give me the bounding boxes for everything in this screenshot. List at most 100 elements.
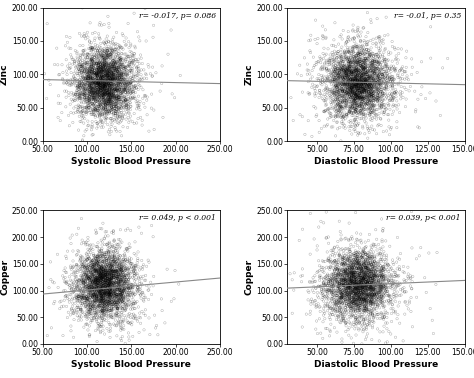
Point	[379, 71, 387, 77]
Point	[388, 265, 395, 271]
Point	[353, 276, 360, 282]
Point	[101, 291, 109, 297]
Point	[332, 307, 339, 313]
Point	[367, 93, 375, 99]
Point	[357, 296, 365, 302]
Point	[88, 45, 95, 51]
Point	[330, 302, 338, 308]
Point	[374, 87, 382, 93]
Point	[336, 84, 343, 90]
Point	[100, 99, 107, 105]
Point	[399, 94, 407, 101]
Point	[380, 80, 388, 86]
Point	[358, 96, 366, 102]
Point	[351, 97, 358, 103]
Point	[99, 273, 107, 279]
Point	[90, 315, 97, 321]
Point	[307, 301, 315, 307]
Point	[92, 256, 100, 262]
Point	[107, 79, 115, 85]
Point	[98, 97, 105, 103]
Point	[351, 84, 359, 90]
Point	[105, 62, 112, 68]
Point	[100, 292, 107, 298]
Point	[336, 66, 344, 72]
Point	[349, 274, 356, 280]
Point	[352, 87, 359, 93]
Point	[82, 272, 90, 278]
Point	[361, 273, 369, 279]
Point	[94, 253, 101, 259]
Point	[369, 281, 376, 287]
Point	[104, 73, 111, 79]
Point	[87, 81, 94, 87]
Point	[121, 67, 128, 73]
Point	[84, 287, 92, 293]
Point	[98, 246, 106, 252]
Point	[362, 279, 370, 285]
Point	[373, 291, 381, 297]
Point	[361, 290, 369, 296]
Point	[116, 282, 123, 288]
Point	[85, 309, 92, 315]
Point	[370, 76, 377, 82]
Point	[392, 102, 399, 108]
Point	[96, 88, 104, 94]
Point	[354, 291, 362, 297]
Point	[377, 66, 385, 72]
Point	[106, 278, 114, 284]
Point	[102, 256, 110, 262]
Point	[372, 77, 379, 84]
Point	[343, 112, 350, 118]
Point	[392, 103, 400, 109]
Point	[114, 84, 122, 90]
Point	[357, 82, 365, 88]
Point	[312, 285, 319, 291]
Point	[367, 293, 375, 299]
Point	[120, 104, 128, 110]
Point	[341, 54, 349, 60]
Point	[360, 100, 368, 106]
Point	[353, 65, 360, 71]
Point	[80, 76, 88, 82]
Point	[77, 72, 85, 78]
Point	[343, 39, 350, 45]
Point	[358, 301, 365, 307]
Point	[346, 69, 353, 75]
Point	[97, 74, 104, 81]
Point	[86, 307, 94, 313]
Point	[106, 287, 113, 293]
Point	[120, 273, 128, 279]
Point	[348, 90, 356, 96]
Point	[101, 270, 109, 276]
Point	[362, 70, 370, 76]
Point	[364, 101, 372, 107]
Point	[83, 109, 91, 115]
Point	[316, 87, 323, 93]
Point	[349, 92, 357, 98]
Point	[77, 65, 85, 71]
Point	[345, 287, 353, 293]
Point	[363, 273, 371, 279]
Point	[340, 68, 347, 74]
Point	[120, 313, 128, 319]
Point	[64, 295, 71, 301]
Point	[331, 98, 338, 104]
Point	[87, 53, 95, 59]
Point	[356, 273, 364, 279]
Point	[109, 307, 117, 313]
Point	[346, 93, 353, 99]
Point	[122, 104, 130, 110]
Point	[105, 65, 113, 71]
Point	[89, 292, 96, 298]
Point	[362, 105, 370, 111]
Point	[90, 46, 97, 52]
Point	[101, 90, 109, 96]
Point	[118, 94, 125, 101]
Point	[100, 295, 108, 301]
Point	[378, 71, 385, 77]
Point	[346, 52, 354, 58]
Point	[76, 285, 84, 291]
Point	[342, 98, 350, 104]
Point	[371, 78, 379, 84]
